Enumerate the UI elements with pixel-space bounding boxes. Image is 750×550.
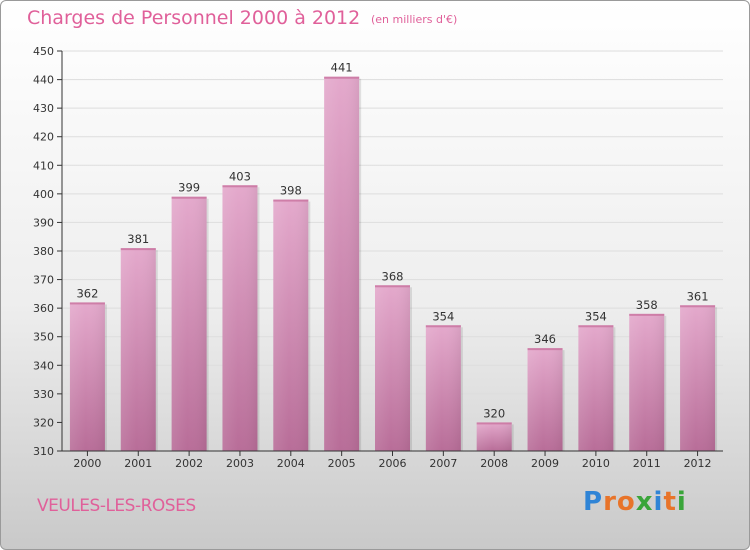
bar-shine	[120, 248, 156, 451]
x-tick-label: 2003	[226, 457, 254, 470]
bar-shine	[375, 285, 410, 451]
y-tick-label: 390	[33, 216, 54, 229]
axes: 310 320 330 340 350 360 370 380 390 400 410 420 430 4…	[33, 45, 723, 470]
data-label: 399	[178, 181, 200, 195]
data-label: 361	[687, 289, 709, 303]
x-tick-label: 2002	[175, 457, 203, 470]
y-tick-label: 420	[33, 131, 54, 144]
x-tick-label: 2011	[633, 457, 661, 470]
bar-shine	[578, 325, 614, 451]
x-tick-label: 2007	[429, 457, 457, 470]
logo-letter: i	[676, 487, 687, 517]
x-tick-label: 2006	[379, 457, 407, 470]
x-tick-label: 2001	[124, 457, 152, 470]
bar-shine	[476, 422, 512, 451]
data-label: 441	[331, 61, 353, 75]
bar-shine	[222, 185, 258, 452]
y-tick-label: 370	[33, 274, 54, 287]
bar-top-edge	[629, 313, 665, 316]
logo-letter: x	[635, 487, 654, 517]
bar-shine	[324, 76, 360, 451]
y-tick-label: 430	[33, 102, 54, 115]
y-tick-label: 310	[33, 445, 54, 458]
bar-shine	[629, 313, 665, 451]
bar-top-edge	[375, 285, 410, 288]
x-tick-label: 2000	[73, 457, 101, 470]
data-label: 346	[534, 332, 556, 346]
data-label: 354	[432, 309, 454, 323]
data-label: 320	[483, 406, 505, 420]
data-label: 358	[636, 298, 658, 312]
y-tick-label: 350	[33, 331, 54, 344]
bar-top-edge	[476, 422, 512, 425]
logo-letter: o	[616, 487, 636, 517]
bar-top-edge	[324, 76, 360, 79]
bar-top-edge	[171, 196, 207, 199]
bars	[69, 76, 718, 452]
logo-letter: P	[583, 487, 604, 517]
y-tick-label: 320	[33, 416, 54, 429]
bar-shine	[527, 348, 563, 451]
y-tick-label: 410	[33, 159, 54, 172]
y-tick-label: 340	[33, 359, 54, 372]
data-label: 368	[382, 269, 404, 283]
x-tick-label: 2008	[480, 457, 508, 470]
data-label: 381	[127, 232, 149, 246]
town-name: VEULES-LES-ROSES	[37, 496, 196, 516]
data-label: 362	[76, 286, 98, 300]
x-tick-label: 2009	[531, 457, 559, 470]
bar-shine	[69, 302, 105, 451]
logo-letter: t	[663, 487, 677, 517]
bar-top-edge	[69, 302, 105, 305]
x-tick-label: 2012	[684, 457, 712, 470]
bar-top-edge	[578, 325, 614, 328]
data-label: 398	[280, 184, 302, 198]
logo-letter: r	[603, 487, 617, 517]
chart-subtitle: (en milliers d'€)	[371, 13, 458, 26]
bar-top-edge	[120, 248, 156, 251]
y-tick-label: 380	[33, 245, 54, 258]
data-label: 403	[229, 169, 251, 183]
proxiti-logo[interactable]: Proxiti	[583, 487, 687, 517]
data-label: 354	[585, 309, 607, 323]
bar-shine	[171, 196, 207, 451]
chart-title: Charges de Personnel 2000 à 2012	[27, 7, 361, 29]
bar-top-edge	[527, 348, 563, 351]
logo-letter: i	[653, 487, 664, 517]
bar-shine	[425, 325, 461, 451]
x-tick-label: 2010	[582, 457, 610, 470]
bar-top-edge	[222, 185, 258, 188]
bar-top-edge	[680, 305, 716, 308]
bar-top-edge	[273, 199, 309, 202]
y-tick-label: 360	[33, 302, 54, 315]
bar-top-edge	[425, 325, 461, 328]
y-tick-label: 330	[33, 388, 54, 401]
bar-shine	[273, 199, 309, 451]
x-tick-label: 2004	[277, 457, 305, 470]
y-tick-label: 450	[33, 45, 54, 58]
y-tick-label: 400	[33, 188, 54, 201]
bar-shine	[680, 305, 716, 451]
x-tick-label: 2005	[328, 457, 356, 470]
y-tick-label: 440	[33, 74, 54, 87]
